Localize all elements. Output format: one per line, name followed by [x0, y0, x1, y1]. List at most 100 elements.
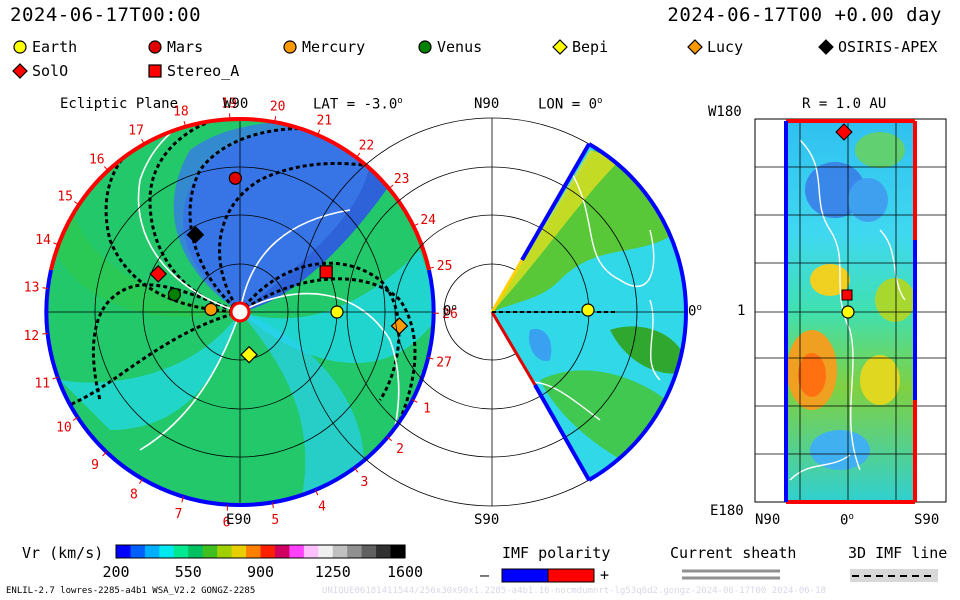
- circle-icon: [13, 40, 27, 54]
- rotation-tick-mark: [42, 287, 49, 289]
- latlon-panel: [754, 118, 947, 504]
- colorbar-segment: [332, 545, 348, 558]
- rotation-tick-label: 15: [57, 190, 73, 205]
- ecliptic-right-label: 0o: [443, 303, 457, 320]
- rotation-tick-label: 7: [175, 507, 183, 522]
- ecliptic-body-osiris-apex: [186, 225, 205, 244]
- latlon-top-left: W180: [708, 104, 742, 120]
- ecliptic-body-earth: [330, 305, 344, 319]
- carrington-ticks: 19 20212223242526271234567891011121314151…: [23, 96, 457, 530]
- ecliptic-top-label: W90: [223, 96, 249, 112]
- sun-marker: [229, 301, 251, 323]
- ecliptic-title: Ecliptic Plane: [60, 96, 179, 112]
- ecliptic-body-venus: [167, 287, 182, 302]
- ecliptic-body-stereo-a: [319, 265, 333, 279]
- ecliptic-lat-label: LAT = -3.0o: [313, 96, 403, 113]
- rotation-tick-label: 10: [56, 420, 72, 435]
- colorbar-tick-label: 550: [174, 563, 202, 581]
- colorbar-tick-label: 200: [102, 563, 130, 581]
- rotation-tick-mark: [52, 376, 59, 380]
- colorbar: [115, 544, 406, 559]
- rotation-tick-mark: [412, 223, 419, 227]
- colorbar-segment: [390, 545, 406, 558]
- legend-item-bepi: Bepi: [552, 38, 608, 56]
- rotation-tick-mark: [102, 451, 108, 457]
- diamond-icon: [687, 39, 703, 55]
- meridional-earth-marker: [581, 303, 595, 317]
- latlon-x-right: S90: [914, 512, 940, 528]
- imf-spiral-lines: [54, 119, 417, 421]
- current-sheath-label: Current sheath: [670, 544, 797, 562]
- latlon-r-label: R = 1.0 AU: [802, 96, 887, 112]
- colorbar-segment: [217, 545, 233, 558]
- rotation-tick-mark: [53, 242, 60, 246]
- colorbar-segment: [347, 545, 363, 558]
- latlon-bottom-left: E180: [710, 503, 744, 519]
- rotation-tick-mark: [314, 489, 319, 496]
- colorbar-segment: [116, 545, 132, 558]
- rotation-tick-label: 3: [360, 475, 368, 490]
- latlon-solo-marker: [835, 123, 853, 141]
- rotation-tick-label: 12: [23, 329, 39, 344]
- legend-item-stereo-a: Stereo_A: [147, 62, 239, 80]
- ecliptic-bodies: [149, 171, 409, 364]
- meridional-lon-label: LON = 0o: [538, 96, 603, 113]
- rotation-tick-label: 11: [34, 377, 50, 392]
- rotation-tick-label: 16: [89, 152, 105, 167]
- diamond-icon: [552, 39, 568, 55]
- ecliptic-body-mars: [228, 171, 242, 185]
- latlon-stereo-a-marker: [841, 289, 853, 301]
- imf-plus-label: +: [600, 566, 610, 584]
- legend-item-lucy: Lucy: [687, 38, 743, 56]
- latlon-earth-marker: [841, 305, 855, 319]
- rotation-tick-label: 23: [394, 172, 410, 187]
- colorbar-segment: [173, 545, 189, 558]
- diamond-icon: [12, 63, 28, 79]
- rotation-tick-label: 14: [35, 233, 51, 248]
- imf-line-label: 3D IMF line: [848, 544, 948, 562]
- colorbar-segment: [260, 545, 276, 558]
- rotation-tick-label: 4: [318, 499, 326, 514]
- ecliptic-bottom-label: E90: [226, 512, 252, 528]
- colorbar-segment: [231, 545, 247, 558]
- colorbar-segment: [376, 545, 392, 558]
- rotation-tick-label: 24: [420, 213, 436, 228]
- rotation-tick-label: 5: [271, 513, 279, 528]
- colorbar-tick-label: 900: [246, 563, 275, 581]
- colorbar-segment: [202, 545, 218, 558]
- imf-minus-label: –: [480, 566, 490, 584]
- rotation-tick-mark: [181, 496, 185, 503]
- current-sheath-swatch: [682, 569, 780, 580]
- square-icon: [148, 64, 162, 78]
- colorbar-tick-label: 1600: [386, 563, 424, 581]
- rotation-tick-label: 9: [91, 458, 99, 473]
- header-time-right: 2024-06-17T00 +0.00 day: [667, 4, 942, 26]
- meridional-bottom-label: S90: [474, 512, 500, 528]
- colorbar-segment: [144, 545, 160, 558]
- rotation-tick-mark: [274, 116, 277, 123]
- imf-polarity-label: IMF polarity: [502, 544, 611, 562]
- colorbar-label: Vr (km/s): [22, 544, 104, 562]
- header-time-left: 2024-06-17T00:00: [10, 4, 202, 26]
- colorbar-segment: [303, 545, 319, 558]
- rotation-tick-label: 25: [437, 259, 453, 274]
- rotation-tick-label: 18: [173, 105, 189, 120]
- rotation-tick-label: 17: [128, 124, 144, 139]
- rotation-tick-mark: [427, 266, 435, 270]
- legend-item-mercury: Mercury: [282, 38, 365, 56]
- rotation-tick-mark: [103, 166, 109, 172]
- rotation-tick-label: 6: [223, 516, 231, 531]
- colorbar-segment: [318, 545, 334, 558]
- colorbar-tick-label: 1250: [314, 563, 351, 581]
- rotation-tick-mark: [411, 399, 418, 403]
- circle-icon: [418, 40, 432, 54]
- rotation-tick-label: 19: [221, 96, 237, 111]
- colorbar-segment: [159, 545, 175, 558]
- rotation-tick-label: 20: [270, 99, 286, 114]
- meridional-top-label: N90: [474, 96, 500, 112]
- colorbar-segment: [361, 545, 377, 558]
- rotation-tick-label: 26: [442, 307, 458, 322]
- rotation-tick-mark: [74, 201, 80, 206]
- colorbar-segment: [130, 545, 146, 558]
